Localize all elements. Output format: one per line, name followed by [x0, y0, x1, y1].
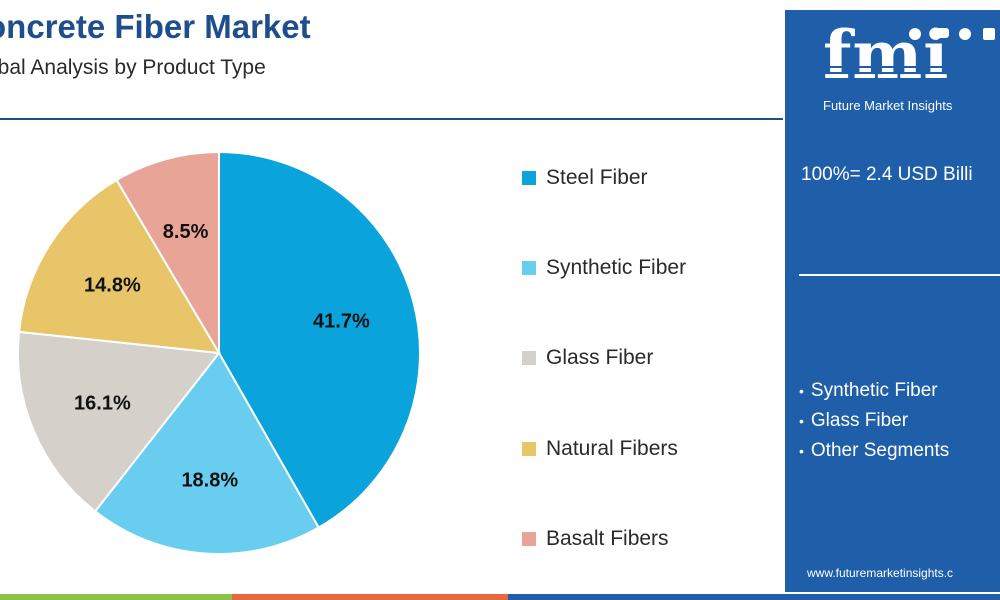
legend-label: Natural Fibers — [546, 437, 678, 460]
legend-item: Basalt Fibers — [522, 527, 669, 551]
legend-label: Basalt Fibers — [546, 527, 669, 550]
segment-item: • Synthetic Fiber — [799, 376, 949, 406]
bullet-icon: • — [799, 443, 804, 459]
pie-label-synthetic-fiber: 18.8% — [181, 469, 238, 491]
segment-item: • Other Segments — [799, 436, 949, 466]
page-subtitle: obal Analysis by Product Type — [0, 56, 266, 79]
info-panel: fmi Future Market Insights 100%= 2.4 USD… — [785, 10, 1000, 592]
segment-label: Synthetic Fiber — [810, 380, 938, 401]
legend-swatch — [522, 442, 536, 456]
pie-label-steel-fiber: 41.7% — [313, 311, 370, 333]
panel-divider — [799, 274, 1000, 276]
segment-list: • Synthetic Fiber • Glass Fiber • Other Seg… — [799, 376, 949, 466]
logo-stripes — [821, 62, 1000, 98]
pie-slice-steel-fiber — [218, 150, 421, 529]
legend-label: Glass Fiber — [546, 346, 654, 369]
bottom-stripe-blue — [508, 594, 1000, 600]
legend-label: Steel Fiber — [546, 166, 648, 189]
market-total: 100%= 2.4 USD Billi — [801, 164, 973, 185]
pie-slice-glass-fiber — [17, 330, 221, 513]
bullet-icon: • — [799, 383, 804, 399]
bottom-stripe — [0, 594, 1000, 600]
bottom-stripe-orange — [232, 594, 508, 600]
segment-label: Glass Fiber — [810, 410, 909, 431]
legend-swatch — [522, 171, 536, 185]
pie-label-glass-fiber: 16.1% — [74, 392, 131, 414]
segment-label: Other Segments — [810, 440, 950, 461]
website-link[interactable]: www.futuremarketinsights.c — [807, 566, 954, 580]
pie-slice-basalt-fibers — [115, 150, 220, 357]
pie-label-basalt-fibers: 8.5% — [163, 221, 209, 243]
pie-slice-synthetic-fiber — [93, 351, 321, 555]
legend-label: Synthetic Fiber — [546, 256, 687, 279]
bottom-stripe-green — [0, 594, 232, 600]
legend-item: Natural Fibers — [522, 437, 678, 461]
legend-swatch — [522, 351, 536, 365]
logo-icons — [909, 28, 995, 40]
pie-slice-natural-fibers — [18, 178, 221, 355]
logo-subtitle: Future Market Insights — [823, 98, 953, 113]
pie-chart: 41.7% 18.8% 16.1% 14.8% 8.5% — [17, 150, 421, 555]
legend-item: Steel Fiber — [522, 166, 648, 190]
segment-item: • Glass Fiber — [799, 406, 949, 436]
page-title: oncrete Fiber Market — [0, 8, 311, 45]
pie-label-natural-fibers: 14.8% — [84, 275, 141, 297]
title-divider — [0, 118, 783, 120]
legend-item: Synthetic Fiber — [522, 256, 686, 280]
legend-item: Glass Fiber — [522, 346, 653, 370]
legend-swatch — [522, 532, 536, 546]
legend-swatch — [522, 261, 536, 275]
bullet-icon: • — [799, 413, 804, 429]
